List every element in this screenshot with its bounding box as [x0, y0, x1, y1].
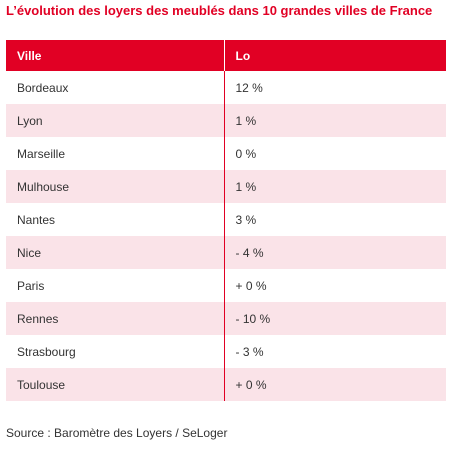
table-row: Paris + 0 %: [6, 269, 446, 302]
cell-value: 0 %: [235, 146, 257, 161]
table-header-row: Ville Lo: [6, 40, 446, 71]
cell-value: - 4 %: [235, 245, 264, 260]
table-row: Rennes - 10 %: [6, 302, 446, 335]
column-header-ville[interactable]: Ville: [6, 40, 225, 71]
table-title: L’évolution des loyers des meublés dans …: [6, 3, 433, 18]
table-row: Nice - 4 %: [6, 236, 446, 269]
cell-value: - 10 %: [235, 311, 271, 326]
cell-value: 3 %: [235, 212, 257, 227]
table-row: Marseille 0 %: [6, 137, 446, 170]
cell-city: Lyon: [6, 104, 225, 137]
cell-value: 1 %: [235, 113, 257, 128]
cell-value: - 3 %: [235, 344, 264, 359]
cell-value: 12 %: [235, 80, 263, 95]
cell-city: Nice: [6, 236, 225, 269]
table-row: Strasbourg - 3 %: [6, 335, 446, 368]
cell-city: Marseille: [6, 137, 225, 170]
table-row: Nantes 3 %: [6, 203, 446, 236]
cell-city: Paris: [6, 269, 225, 302]
column-header-loyer[interactable]: Lo: [224, 40, 446, 71]
table-row: Toulouse + 0 %: [6, 368, 446, 401]
source-note: Source : Baromètre des Loyers / SeLoger: [6, 426, 228, 440]
cell-value: + 0 %: [235, 377, 267, 392]
rent-evolution-table: Ville Lo Bordeaux 12 % Lyon 1 % Marseille 0 %…: [6, 40, 446, 401]
cell-value: + 0 %: [235, 278, 267, 293]
cell-city: Mulhouse: [6, 170, 225, 203]
table-row: Lyon 1 %: [6, 104, 446, 137]
table-body: Bordeaux 12 % Lyon 1 % Marseille 0 % Mulhouse 1…: [6, 71, 446, 401]
cell-city: Strasbourg: [6, 335, 225, 368]
cell-city: Rennes: [6, 302, 225, 335]
table-row: Bordeaux 12 %: [6, 71, 446, 104]
cell-city: Nantes: [6, 203, 225, 236]
cell-value: 1 %: [235, 179, 257, 194]
cell-city: Toulouse: [6, 368, 225, 401]
cell-city: Bordeaux: [6, 71, 225, 104]
table-row: Mulhouse 1 %: [6, 170, 446, 203]
